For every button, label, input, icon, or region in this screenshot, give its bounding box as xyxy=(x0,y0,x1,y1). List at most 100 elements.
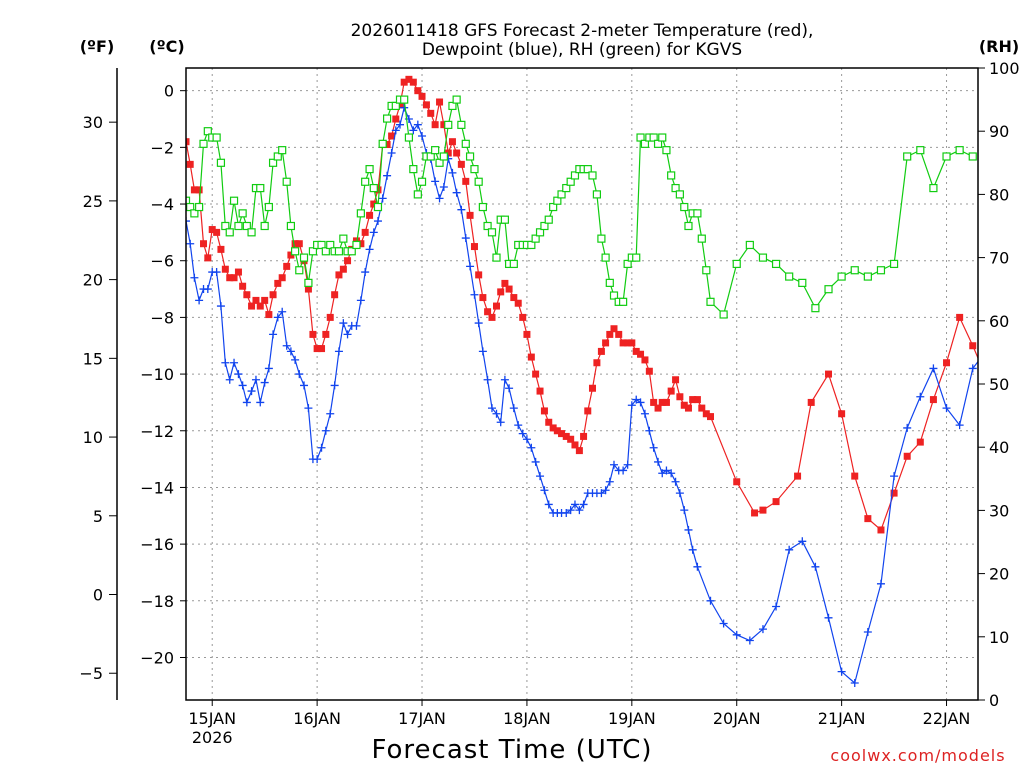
temperature-point xyxy=(580,432,588,440)
temperature-point xyxy=(475,271,483,279)
dewpoint-point xyxy=(230,358,239,367)
temperature-point xyxy=(838,410,846,418)
rh-unit-label: (RH) xyxy=(979,37,1019,56)
dewpoint-point xyxy=(286,347,295,356)
dewpoint-point xyxy=(273,313,282,322)
dewpoint-point xyxy=(242,398,251,407)
rh-point xyxy=(636,133,645,142)
dewpoint-point xyxy=(627,401,636,410)
dewpoint-point xyxy=(982,347,990,355)
rh-point xyxy=(478,202,487,212)
temperature-point xyxy=(431,121,439,129)
dewpoint-point xyxy=(968,364,977,373)
rh-point xyxy=(457,120,466,129)
temperature-point xyxy=(243,291,251,299)
temperature-point xyxy=(274,279,282,287)
x-tick-year-label: 2026 xyxy=(192,728,233,747)
temperature-point xyxy=(654,404,662,412)
celsius-tick-label: −16 xyxy=(140,535,174,554)
rh-tick-label: 30 xyxy=(989,501,1009,520)
temperature-point xyxy=(615,330,623,338)
rh-point xyxy=(264,202,273,212)
temperature-point xyxy=(295,240,303,248)
temperature-point xyxy=(322,330,330,338)
celsius-tick-label: −2 xyxy=(150,138,174,157)
temperature-point xyxy=(392,115,400,123)
dewpoint-point xyxy=(238,381,247,390)
rh-tick-label: 100 xyxy=(989,59,1020,78)
dewpoint-point xyxy=(837,667,846,676)
dewpoint-point xyxy=(671,477,680,486)
temperature-point xyxy=(318,345,326,353)
rh-point xyxy=(658,133,667,142)
dewpoint-point xyxy=(483,375,492,384)
rh-point xyxy=(195,202,204,212)
temperature-point xyxy=(331,291,339,299)
rh-point xyxy=(282,177,291,186)
temperature-point xyxy=(448,138,456,146)
temperature-point xyxy=(733,478,741,486)
rh-point xyxy=(553,196,562,205)
dewpoint-point xyxy=(509,404,518,413)
dewpoint-series xyxy=(186,103,990,687)
rh-point xyxy=(693,209,702,218)
temperature-point xyxy=(414,87,422,95)
dewpoint-point xyxy=(186,217,190,226)
rh-point xyxy=(662,146,671,155)
rh-point xyxy=(278,146,287,155)
rh-point xyxy=(369,183,378,193)
temperature-point xyxy=(344,257,352,265)
rh-point xyxy=(531,234,540,243)
rh-point xyxy=(623,259,632,269)
dewpoint-point xyxy=(378,194,387,203)
temperature-point xyxy=(662,398,670,406)
dewpoint-point xyxy=(448,168,457,177)
temperature-point xyxy=(825,370,833,378)
dewpoint-point xyxy=(693,562,702,571)
temperature-point xyxy=(567,435,575,443)
rh-point xyxy=(557,190,566,199)
dewpoint-point xyxy=(361,268,370,277)
temperature-point xyxy=(195,186,203,194)
rh-point xyxy=(540,221,549,231)
rh-point xyxy=(321,247,330,256)
rh-point xyxy=(242,221,251,231)
dewpoint-point xyxy=(387,149,396,158)
rh-point xyxy=(719,310,728,319)
rh-point xyxy=(675,190,684,199)
temperature-point xyxy=(628,339,636,347)
rh-point xyxy=(968,152,977,161)
temperature-point xyxy=(326,313,334,321)
temperature-point xyxy=(650,398,658,406)
rh-point xyxy=(758,253,768,262)
dewpoint-point xyxy=(658,469,667,478)
dewpoint-point xyxy=(470,290,479,299)
rh-point xyxy=(785,272,794,281)
temperature-point xyxy=(374,186,382,194)
temperature-point xyxy=(217,245,225,253)
temperature-point xyxy=(409,78,417,86)
dewpoint-point xyxy=(531,457,540,466)
rh-point xyxy=(382,114,392,123)
temperature-point xyxy=(597,347,605,355)
rh-tick-label: 40 xyxy=(989,438,1009,457)
temperature-point xyxy=(418,92,426,100)
dewpoint-point xyxy=(636,398,645,407)
dewpoint-point xyxy=(492,409,501,418)
temperature-point xyxy=(575,447,583,455)
rh-point xyxy=(680,202,689,212)
temperature-point xyxy=(396,101,404,109)
rh-point xyxy=(268,158,278,167)
temperature-point xyxy=(457,160,465,168)
dewpoint-point xyxy=(785,545,794,554)
dewpoint-point xyxy=(688,545,697,554)
dewpoint-point xyxy=(500,375,509,384)
temperature-point xyxy=(313,345,321,353)
temperature-point xyxy=(545,418,553,426)
dewpoint-point xyxy=(304,404,313,413)
dewpoint-point xyxy=(234,370,243,379)
temperature-point xyxy=(637,350,645,358)
rh-point xyxy=(221,221,230,231)
x-tick-label: 19JAN xyxy=(608,709,656,728)
dewpoint-point xyxy=(719,619,728,628)
